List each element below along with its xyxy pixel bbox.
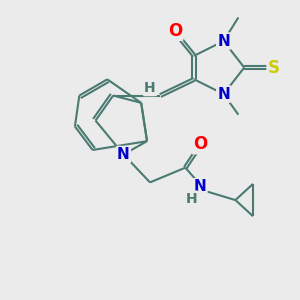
Text: O: O [168,22,182,40]
Text: H: H [144,81,156,95]
Text: N: N [194,179,206,194]
Text: H: H [185,192,197,206]
Text: S: S [268,58,280,76]
Text: N: N [117,147,130,162]
Text: O: O [193,135,207,153]
Text: N: N [217,87,230,102]
Text: N: N [217,34,230,49]
